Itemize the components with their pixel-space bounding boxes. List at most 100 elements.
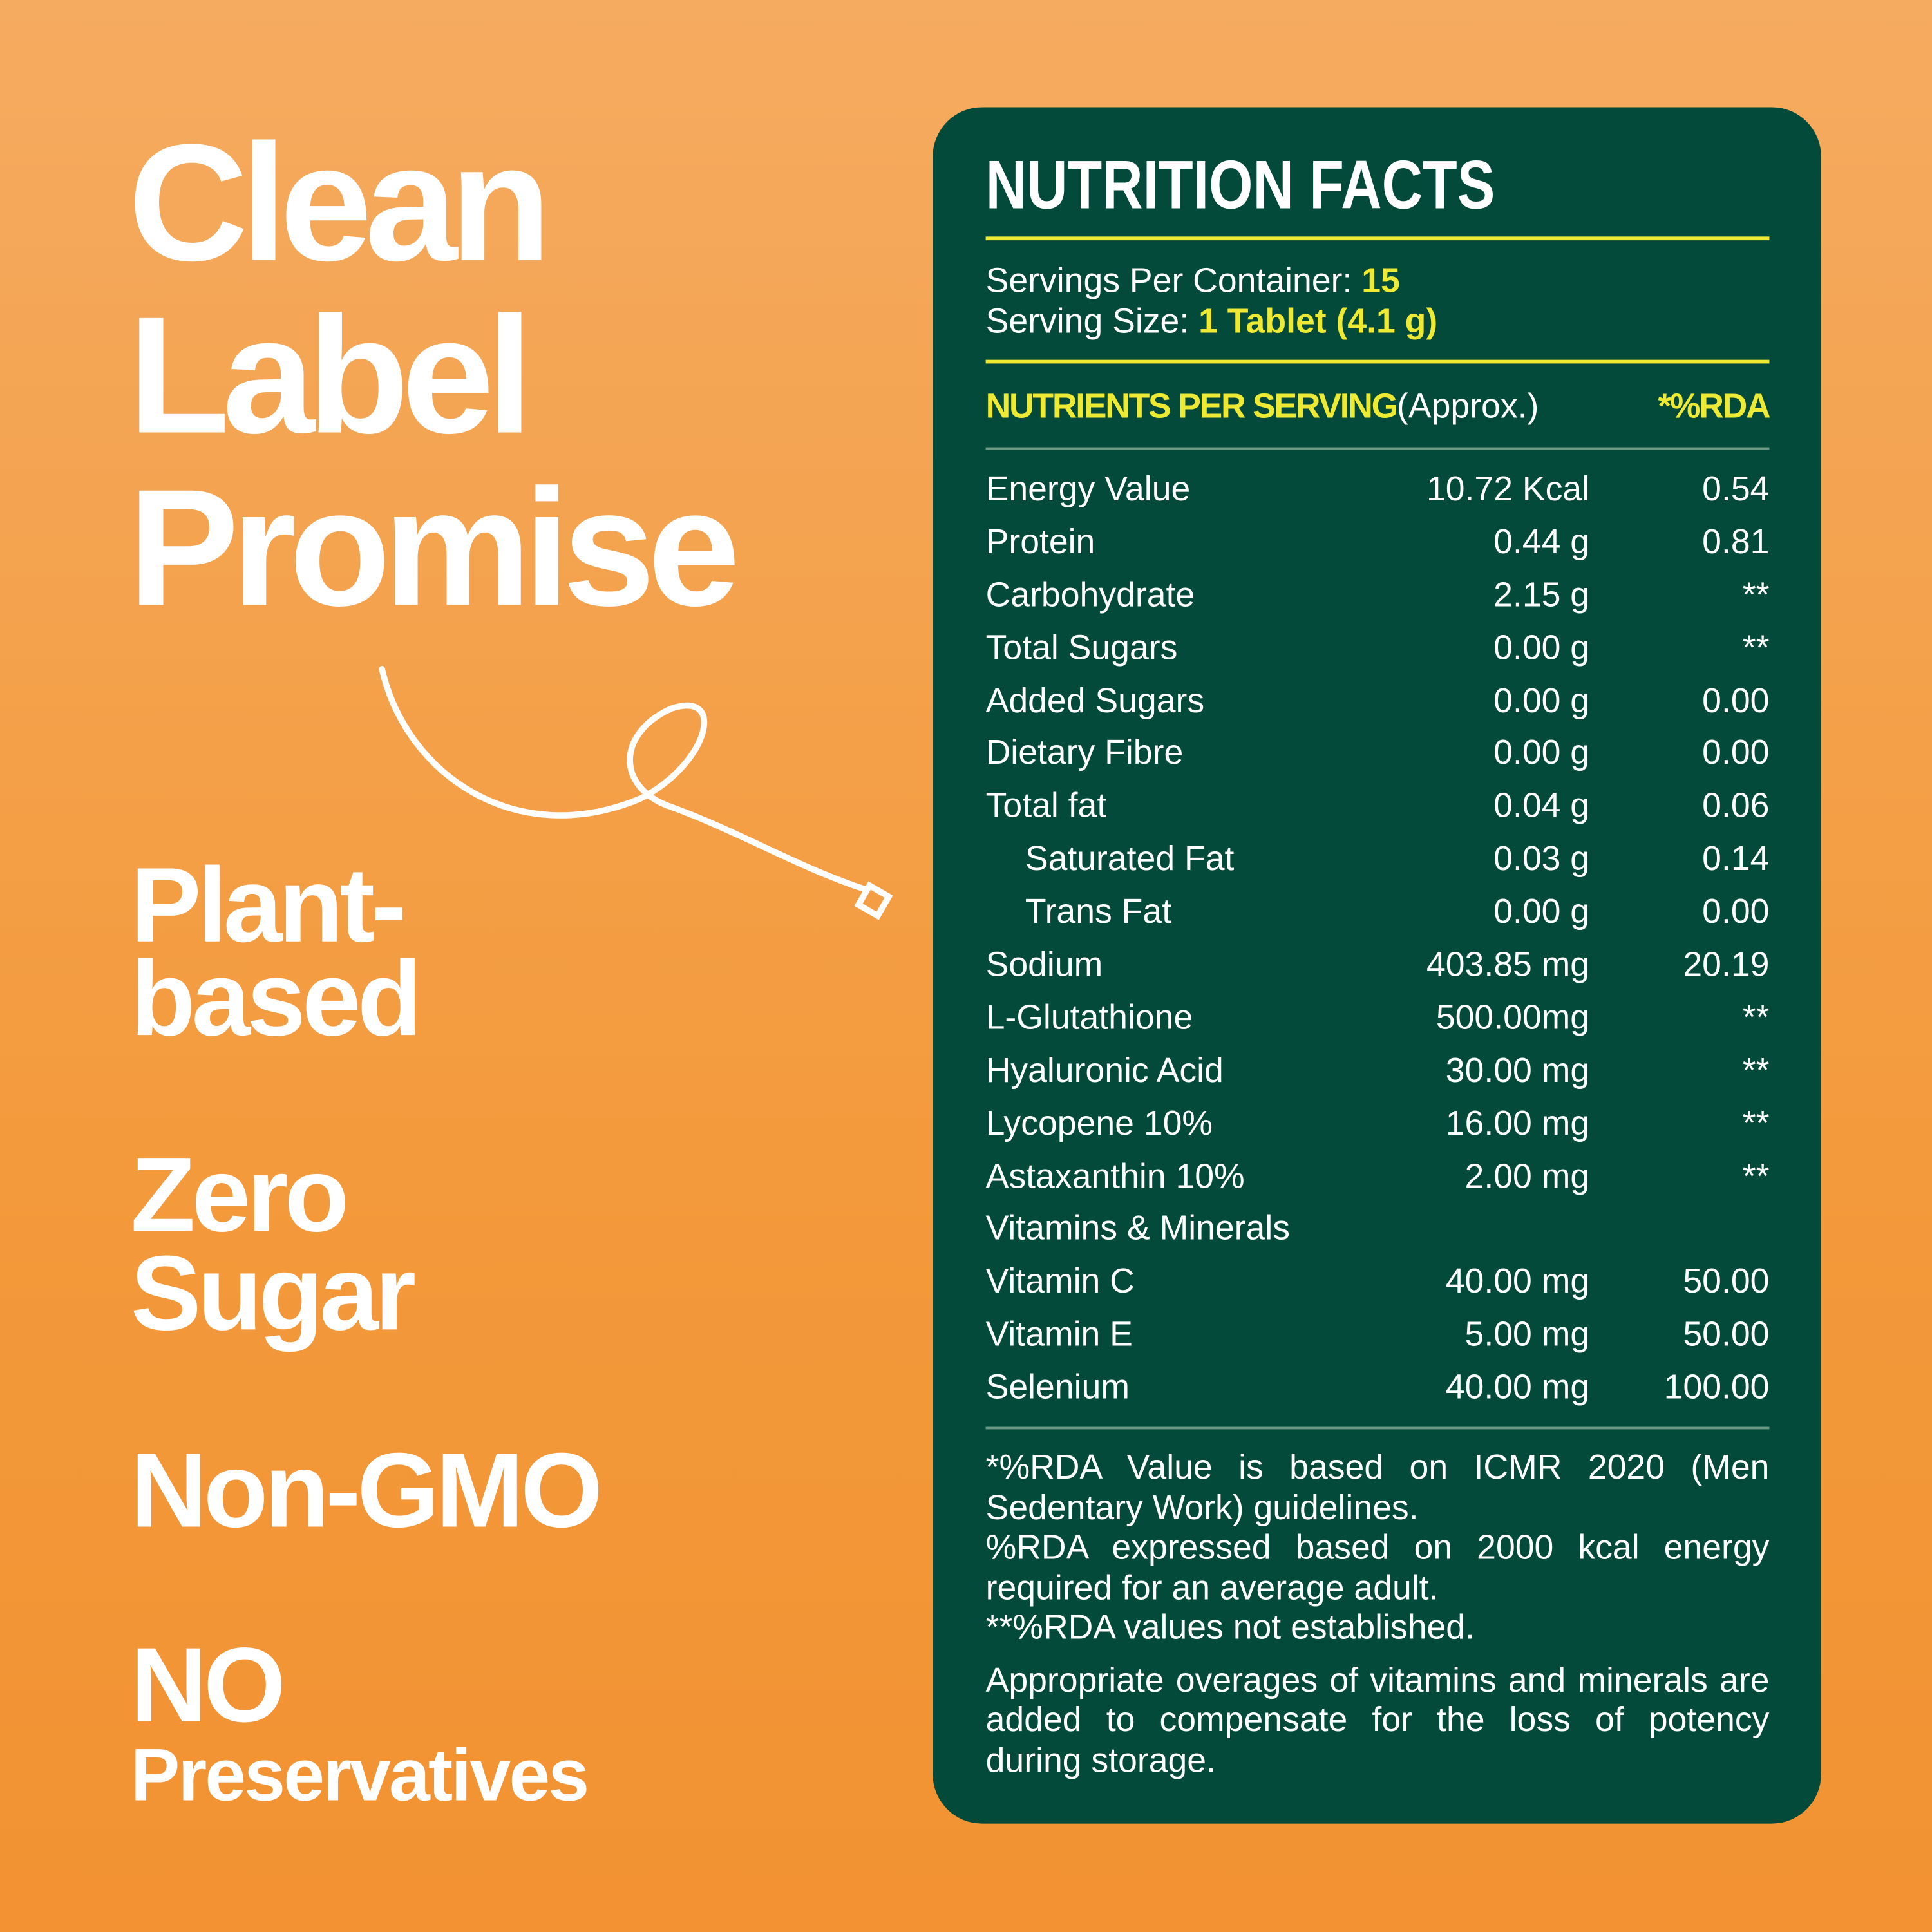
table-header: NUTRIENTS PER SERVING(Approx.) *%RDA: [985, 383, 1771, 430]
nutrient-rda: 0.06: [1702, 786, 1770, 825]
claim-line: Sugar: [130, 1235, 416, 1353]
squiggle-end: [854, 881, 893, 920]
nutrient-amount: 0.04 g: [1493, 786, 1590, 825]
headline-line: Label: [128, 282, 533, 469]
nutrient-name: Vitamin E: [985, 1314, 1133, 1354]
nutrient-amount: [1343, 1203, 1589, 1256]
nutrient-name: Added Sugars: [985, 681, 1205, 719]
footnote: *%RDA Value is based on ICMR 2020 (Men S…: [985, 1448, 1770, 1526]
headline: Clean Label Promise: [128, 109, 740, 641]
nutrient-name: Protein: [985, 522, 1095, 561]
note: Appropriate overages of vitamins and min…: [985, 1660, 1770, 1779]
nutrient-row: Total Sugars 0.00 g **: [986, 622, 1770, 675]
nutrient-rda: 0.00: [1702, 892, 1770, 931]
nutrient-rda: 20.19: [1683, 945, 1770, 983]
divider: [985, 447, 1770, 450]
nutrient-row: Vitamin E 5.00 mg 50.00: [986, 1309, 1770, 1361]
nutrient-amount: 5.00 mg: [1464, 1314, 1590, 1354]
nutrient-amount: 403.85 mg: [1426, 945, 1590, 983]
headline-line: Clean: [128, 109, 551, 296]
serving-size: Serving Size: 1 Tablet (4.1 g): [986, 301, 1438, 341]
value: 1 Tablet (4.1 g): [1198, 301, 1438, 341]
divider: [985, 1426, 1770, 1430]
claim: Zero Sugar: [130, 1136, 416, 1353]
nutrient-name: Total fat: [985, 786, 1107, 825]
claim-line: Preservatives: [130, 1733, 589, 1817]
label: Servings Per Container:: [985, 261, 1352, 299]
claim-line: Plant-: [130, 846, 406, 965]
footnote: **%RDA values not established.: [985, 1607, 1475, 1647]
nutrient-amount: 10.72 Kcal: [1426, 469, 1590, 508]
nutrient-row: Vitamins & Minerals: [986, 1203, 1770, 1256]
nutrient-row: Sodium 403.85 mg 20.19: [986, 939, 1770, 992]
nutrient-rda: **: [1742, 998, 1770, 1036]
nutrient-amount: 2.00 mg: [1464, 1156, 1590, 1195]
nutrient-row: Total fat 0.04 g 0.06: [986, 781, 1770, 833]
nutrient-name: Energy Value: [985, 469, 1191, 508]
nutrient-rda: 0.81: [1702, 522, 1770, 561]
squiggle-line: [379, 666, 869, 893]
nutrient-rda: 0.54: [1702, 469, 1770, 508]
nutrition-panel: [933, 107, 1821, 1824]
nutrient-row: Astaxanthin 10% 2.00 mg **: [986, 1150, 1770, 1203]
header-rda: *%RDA: [1658, 386, 1770, 426]
divider: [985, 359, 1770, 364]
serving-info: Servings Per Container: 15 Serving Size:…: [986, 260, 1438, 341]
claim-line: NO: [130, 1626, 286, 1745]
nutrient-amount: 500.00mg: [1435, 998, 1590, 1036]
nutrient-name: Sodium: [985, 945, 1103, 983]
headline-line: Promise: [128, 454, 740, 641]
nutrient-name: Trans Fat: [1025, 892, 1172, 931]
claim-line: Non-GMO: [130, 1432, 603, 1550]
nutrient-rda: **: [1742, 1156, 1770, 1195]
footnote: %RDA expressed based on 2000 kcal energy…: [985, 1528, 1770, 1606]
nutrient-amount: 40.00 mg: [1445, 1262, 1590, 1301]
nutrient-name: Carbohydrate: [985, 575, 1195, 614]
nutrient-name: Dietary Fibre: [985, 734, 1184, 772]
nutrient-rda: 0.00: [1702, 734, 1770, 772]
nutrient-row: Added Sugars 0.00 g 0.00: [986, 675, 1770, 728]
nutrient-amount: 2.15 g: [1493, 575, 1590, 614]
nutrient-name: Vitamins & Minerals: [985, 1209, 1291, 1248]
nutrient-rda: **: [1742, 628, 1770, 667]
nutrient-name: Vitamin C: [985, 1262, 1135, 1301]
nutrient-row: Hyaluronic Acid 30.00 mg **: [986, 1045, 1770, 1097]
nutrient-row: Dietary Fibre 0.00 g 0.00: [986, 728, 1770, 781]
nutrient-row: Protein 0.44 g 0.81: [986, 516, 1770, 569]
nutrient-rda: **: [1742, 1103, 1770, 1142]
nutrient-row: Energy Value 10.72 Kcal 0.54: [986, 463, 1770, 516]
footnotes: *%RDA Value is based on ICMR 2020 (Men S…: [986, 1448, 1770, 1781]
divider: [985, 236, 1770, 241]
nutrient-row: Selenium 40.00 mg 100.00: [986, 1361, 1770, 1414]
header-approx: (Approx.): [1397, 386, 1539, 426]
nutrient-row: Carbohydrate 2.15 g **: [986, 569, 1770, 622]
nutrient-amount: 16.00 mg: [1445, 1103, 1590, 1142]
nutrient-name: Hyaluronic Acid: [985, 1050, 1224, 1089]
nutrient-rda: 50.00: [1683, 1262, 1770, 1301]
nutrient-row: Lycopene 10% 16.00 mg **: [986, 1097, 1770, 1150]
label: Serving Size:: [985, 301, 1189, 341]
nutrient-table: Energy Value 10.72 Kcal 0.54 Protein 0.44 g 0…: [986, 463, 1770, 1414]
nutrient-row: Saturated Fat 0.03 g 0.14: [986, 833, 1770, 886]
servings: Servings Per Container: 15: [986, 260, 1438, 301]
nutrient-amount: 0.00 g: [1493, 892, 1590, 931]
header-nutrients: NUTRIENTS PER SERVING: [985, 386, 1399, 426]
nutrient-rda: **: [1742, 1050, 1770, 1089]
nutrient-amount: 0.03 g: [1493, 839, 1590, 878]
nutrient-amount: 0.00 g: [1493, 628, 1590, 667]
nutrient-name: Total Sugars: [985, 628, 1178, 667]
nutrient-rda: 0.14: [1702, 839, 1770, 878]
nutrient-rda: [1589, 1203, 1769, 1256]
nutrient-rda: 50.00: [1683, 1314, 1770, 1354]
claim: NO Preservatives: [130, 1626, 589, 1819]
claim-line: Zero: [130, 1136, 349, 1255]
nutrient-rda: 100.00: [1663, 1367, 1770, 1406]
nutrient-amount: 0.00 g: [1493, 734, 1590, 772]
claim-line: based: [130, 940, 422, 1059]
value: 15: [1361, 261, 1400, 299]
nutrient-name: Selenium: [985, 1367, 1130, 1406]
nutrient-amount: 0.00 g: [1493, 681, 1590, 719]
